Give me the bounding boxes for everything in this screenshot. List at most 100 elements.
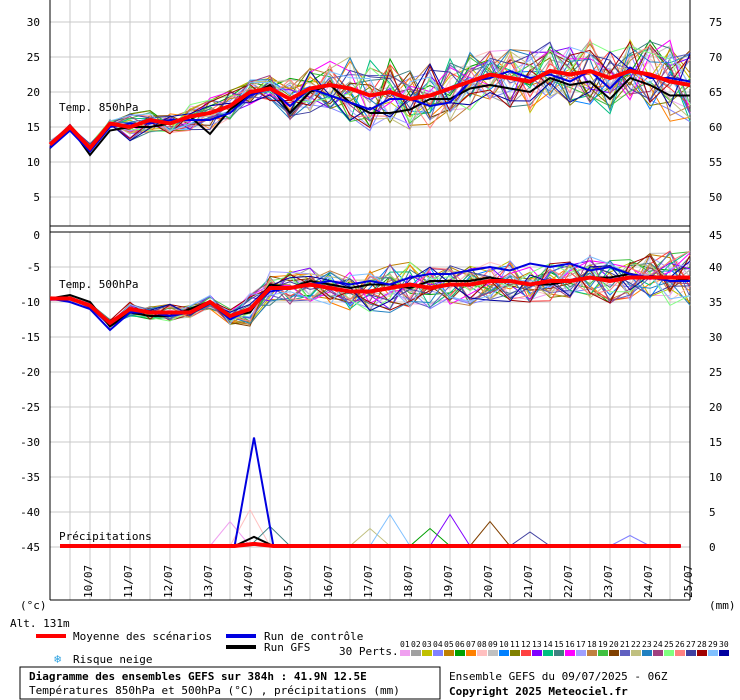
right-tick-label: 0	[709, 541, 716, 554]
pert-number: 16	[565, 640, 575, 649]
date-label: 25/07	[682, 565, 695, 598]
pert-swatch	[422, 650, 432, 656]
member-line-panel_850	[49, 51, 691, 152]
member-line-panel_850	[49, 43, 691, 149]
pert-swatch	[499, 650, 509, 656]
date-axis: 10/07 11/07 12/07 13/07 14/07 15/07 16/07 17/07…	[82, 565, 695, 598]
date-label: 12/07	[162, 565, 175, 598]
pert-number: 28	[697, 640, 707, 649]
left-tick-label: -45	[20, 541, 40, 554]
left-tick-label: 0	[33, 229, 40, 242]
left-tick-label: 15	[27, 121, 40, 134]
pert-number: 21	[620, 640, 630, 649]
mean-500-line	[50, 275, 690, 326]
pert-swatch	[587, 650, 597, 656]
date-label: 10/07	[82, 565, 95, 598]
pert-swatch	[620, 650, 630, 656]
pert-swatch	[642, 650, 652, 656]
date-label: 20/07	[482, 565, 495, 598]
left-tick-label: 25	[27, 51, 40, 64]
pert-number: 18	[587, 640, 597, 649]
pert-swatch	[697, 650, 707, 656]
pert-swatch	[675, 650, 685, 656]
mean-precip-line	[60, 541, 681, 548]
date-label: 18/07	[402, 565, 415, 598]
pert-number: 12	[521, 640, 531, 649]
pert-swatch	[576, 650, 586, 656]
pert-swatch	[510, 650, 520, 656]
right-tick-label: 15	[709, 436, 722, 449]
date-label: 22/07	[562, 565, 575, 598]
member-line-panel_500	[49, 261, 691, 325]
label-850hpa: Temp. 850hPa	[59, 101, 138, 114]
date-label: 24/07	[642, 565, 655, 598]
date-label: 16/07	[322, 565, 335, 598]
pert-number: 14	[543, 640, 553, 649]
pert-swatch	[598, 650, 608, 656]
pert-swatch	[708, 650, 718, 656]
pert-swatch	[433, 650, 443, 656]
pert-number: 30	[719, 640, 729, 649]
left-tick-label: 5	[33, 191, 40, 204]
pert-number: 24	[653, 640, 663, 649]
right-tick-label: 60	[709, 121, 722, 134]
right-tick-label: 20	[709, 401, 722, 414]
pert-swatch	[400, 650, 410, 656]
date-label: 21/07	[522, 565, 535, 598]
legend-control-label: Run de contrôle	[264, 630, 363, 643]
precip-member-spike	[609, 534, 651, 547]
right-tick-label: 40	[709, 261, 722, 274]
date-label: 14/07	[242, 565, 255, 598]
pert-number: 02	[411, 640, 421, 649]
pert-number: 15	[554, 640, 564, 649]
pert-swatch	[477, 650, 487, 656]
date-label: 13/07	[202, 565, 215, 598]
pert-number: 11	[510, 640, 520, 649]
unit-right-label: (mm)	[709, 599, 736, 612]
left-tick-label: 10	[27, 156, 40, 169]
right-tick-label: 5	[709, 506, 716, 519]
pert-number: 29	[708, 640, 718, 649]
label-500hpa: Temp. 500hPa	[59, 278, 138, 291]
date-label: 15/07	[282, 565, 295, 598]
left-axis-ticks: 30 25 20 15 10 5 0 -5 -10 -15 -20 -25 -30 -35 -40 -45	[20, 16, 40, 554]
pert-number: 26	[675, 640, 685, 649]
footer-box	[19, 666, 441, 700]
right-tick-label: 25	[709, 366, 722, 379]
date-label: 17/07	[362, 565, 375, 598]
altitude-label: Alt. 131m	[10, 617, 70, 630]
pert-swatch	[653, 650, 663, 656]
pert-number: 05	[444, 640, 454, 649]
pert-number: 04	[433, 640, 443, 649]
pert-number: 20	[609, 640, 619, 649]
right-tick-label: 45	[709, 229, 722, 242]
gfs-850-line	[49, 76, 690, 157]
date-label: 11/07	[122, 565, 135, 598]
right-tick-label: 35	[709, 296, 722, 309]
date-label: 19/07	[442, 565, 455, 598]
pert-swatch	[686, 650, 696, 656]
left-tick-label: -25	[20, 401, 40, 414]
mean-850-line	[48, 68, 691, 152]
footer-ensemble-info: Ensemble GEFS du 09/07/2025 - 06Z	[449, 670, 668, 683]
pert-swatch	[664, 650, 674, 656]
right-tick-label: 70	[709, 51, 722, 64]
pert-number: 23	[642, 640, 652, 649]
precip-member-spike	[469, 520, 511, 547]
pert-number: 01	[400, 640, 410, 649]
pert-swatch	[488, 650, 498, 656]
pert-number: 09	[488, 640, 498, 649]
pert-number: 13	[532, 640, 542, 649]
pert-number: 10	[499, 640, 509, 649]
precip-member-spike	[369, 513, 411, 547]
panel-gap	[50, 226, 690, 232]
left-tick-label: 30	[27, 16, 40, 29]
pert-swatch	[631, 650, 641, 656]
pert-swatch	[543, 650, 553, 656]
main-series	[48, 66, 691, 548]
legend-snow-label: Risque neige	[73, 653, 152, 666]
footer-subtitle: Températures 850hPa et 500hPa (°C) , pré…	[29, 684, 400, 697]
left-tick-label: -15	[20, 331, 40, 344]
